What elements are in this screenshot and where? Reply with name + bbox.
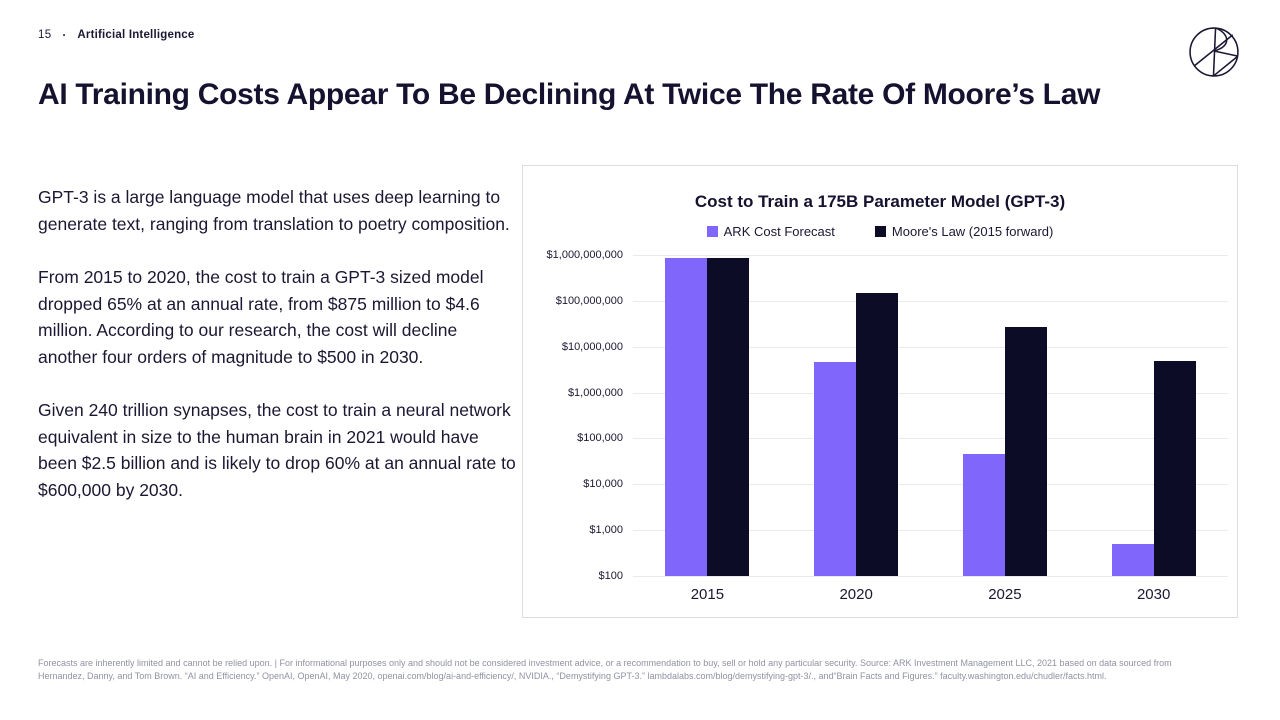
y-axis: $1,000,000,000 $100,000,000 $10,000,000 $1,… — [523, 249, 623, 582]
page-header: 15 · Artificial Intelligence — [38, 28, 194, 42]
gridline — [633, 255, 1228, 256]
y-tick-label: $1,000,000 — [567, 386, 623, 399]
chart-title: Cost to Train a 175B Parameter Model (GP… — [694, 192, 1066, 211]
y-tick-label: $10,000 — [583, 478, 623, 491]
y-tick-label: $10,000,000 — [561, 340, 623, 353]
x-tick-label: 2030 — [1136, 586, 1171, 603]
page-title: AI Training Costs Appear To Be Declining… — [38, 78, 1101, 111]
bar — [856, 292, 899, 576]
bar — [707, 257, 750, 576]
footer-disclaimer: Forecasts are inherently limited and can… — [38, 658, 1172, 681]
legend-label: Moore's Law (2015 forward) — [891, 224, 1054, 239]
legend-label: ARK Cost Forecast — [723, 224, 835, 239]
y-tick-label: $1,000 — [589, 524, 623, 537]
legend-swatch-icon — [874, 226, 886, 237]
chart-card: Cost to Train a 175B Parameter Model (GP… — [522, 165, 1238, 618]
y-tick-label: $1,000,000,000 — [546, 249, 623, 261]
gridline — [633, 484, 1228, 486]
section-label: Artificial Intelligence — [77, 29, 195, 41]
page-number: 15 — [38, 29, 52, 41]
legend-item: Moore's Law (2015 forward) — [874, 224, 1054, 239]
legend-item: ARK Cost Forecast — [706, 224, 835, 239]
body-text: GPT-3 is a large language model that use… — [38, 184, 516, 530]
bar-group-2020 — [814, 255, 899, 576]
paragraph-3: Given 240 trillion synapses, the cost to… — [38, 400, 516, 500]
bar-group-2030 — [1111, 255, 1196, 576]
header-dot: · — [62, 28, 67, 42]
paragraph-2: From 2015 to 2020, the cost to train a G… — [38, 267, 484, 367]
bar — [1153, 361, 1196, 576]
chart-legend: ARK Cost Forecast Moore's Law (2015 forwa… — [523, 224, 1237, 239]
bar — [1004, 326, 1047, 576]
x-tick-label: 2015 — [690, 586, 725, 603]
gridline — [633, 346, 1228, 348]
x-tick-label: 2025 — [988, 586, 1022, 603]
bar-group-2015 — [665, 255, 750, 576]
gridline — [633, 438, 1228, 440]
legend-swatch-icon — [706, 226, 718, 237]
bar — [665, 257, 708, 576]
y-tick-label: $100,000,000 — [555, 294, 623, 307]
bar — [814, 362, 857, 576]
x-axis: 2015 2020 2025 2030 — [633, 586, 1228, 603]
y-tick-label: $100 — [598, 570, 623, 582]
gridline — [633, 392, 1228, 394]
bar — [962, 453, 1005, 576]
y-tick-label: $100,000 — [577, 432, 623, 445]
x-tick-label: 2020 — [839, 586, 873, 603]
bar — [1111, 543, 1154, 576]
bar-group-2025 — [962, 255, 1047, 576]
gridline — [633, 576, 1228, 577]
gridline — [633, 300, 1228, 302]
gridline — [633, 530, 1228, 532]
paragraph-1: GPT-3 is a large language model that use… — [38, 187, 510, 234]
ark-invest-logo-icon — [1189, 27, 1239, 77]
plot-area — [633, 255, 1228, 577]
